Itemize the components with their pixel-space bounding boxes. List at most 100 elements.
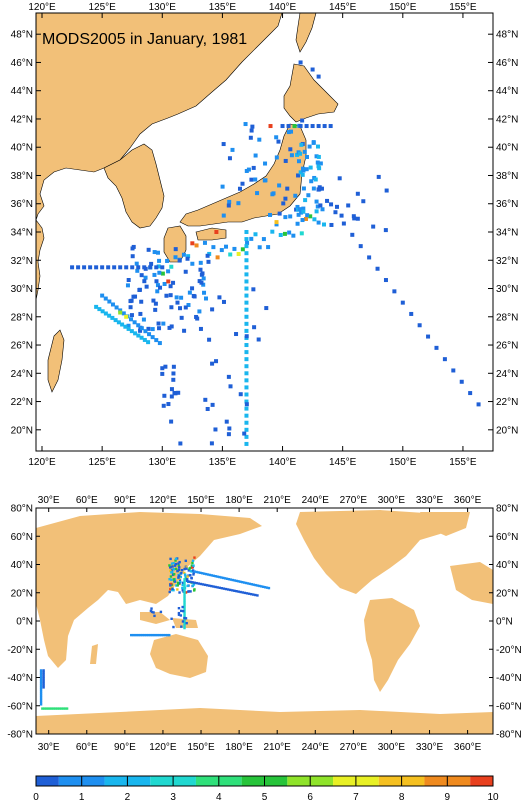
observation-cell	[155, 283, 160, 288]
observation-cell	[316, 74, 321, 79]
observation-cell	[166, 402, 171, 407]
observation-cell	[180, 625, 183, 628]
observation-cell	[173, 564, 177, 567]
observation-cell	[221, 142, 226, 147]
observation-cell	[234, 332, 239, 337]
observation-cell	[240, 247, 245, 252]
observation-cell	[173, 255, 178, 260]
observation-cell	[160, 265, 165, 270]
colorbar-label: 7	[353, 792, 359, 803]
observation-cell	[39, 684, 43, 687]
observation-cell	[130, 254, 135, 259]
observation-cell	[222, 587, 226, 590]
observation-cell	[150, 327, 155, 332]
observation-cell	[138, 311, 143, 316]
observation-cell	[176, 588, 179, 591]
observation-cell	[183, 626, 186, 630]
observation-cell	[190, 564, 193, 567]
observation-cell	[208, 573, 212, 577]
global-lon-label-top: 330°E	[416, 495, 444, 506]
observation-cell	[94, 265, 99, 270]
observation-cell	[244, 399, 249, 404]
observation-cell	[107, 313, 112, 318]
observation-cell	[244, 392, 249, 397]
observation-cell	[178, 560, 181, 564]
observation-cell	[141, 317, 146, 322]
observation-cell	[350, 232, 355, 237]
lat-label-left: 30°N	[11, 284, 33, 295]
colorbar-swatch	[218, 776, 242, 786]
observation-cell	[169, 394, 174, 399]
observation-cell	[352, 216, 357, 221]
observation-cell	[263, 161, 268, 166]
observation-cell	[376, 174, 381, 179]
observation-cell	[173, 580, 177, 583]
observation-cell	[341, 221, 346, 226]
global-lon-label-bottom: 330°E	[416, 742, 444, 753]
global-lat-label-right: -20°N	[496, 645, 522, 656]
colorbar-swatch	[424, 776, 448, 786]
observation-cell	[249, 177, 254, 182]
observation-cell	[296, 212, 301, 217]
observation-cell	[299, 142, 304, 147]
observation-cell	[313, 177, 318, 182]
observation-cell	[154, 633, 158, 637]
observation-cell	[334, 204, 339, 209]
observation-cell	[110, 302, 115, 307]
observation-cell	[283, 215, 288, 220]
lat-label-right: 42°N	[496, 114, 518, 125]
observation-cell	[300, 172, 305, 177]
observation-cell	[164, 293, 169, 298]
observation-cell	[112, 265, 117, 270]
observation-cell	[153, 614, 156, 618]
observation-cell	[297, 207, 302, 212]
lon-label-bottom: 135°E	[209, 457, 237, 468]
global-lat-label-right: -60°N	[496, 701, 522, 712]
observation-cell	[129, 317, 134, 322]
observation-cell	[371, 224, 376, 229]
observation-cell	[417, 323, 422, 328]
lat-label-left: 20°N	[11, 425, 33, 436]
global-map-ticks: 30°E 30°E 60°E 60°E 90°E 90°E 120°E 120°E 150°E 1…	[7, 495, 521, 753]
observation-cell	[288, 214, 293, 219]
observation-cell	[220, 587, 224, 590]
observation-cell	[244, 406, 249, 411]
observation-cell	[177, 611, 181, 615]
observation-cell	[177, 576, 180, 579]
observation-cell	[100, 309, 105, 314]
observation-cell	[174, 559, 177, 562]
global-lat-label-right: -80°N	[496, 730, 522, 741]
observation-cell	[126, 326, 131, 331]
observation-cell	[156, 264, 161, 269]
observation-cell	[243, 122, 248, 127]
observation-cell	[191, 569, 195, 572]
observation-cell	[299, 210, 304, 215]
observation-cell	[110, 315, 115, 320]
observation-cell	[170, 588, 174, 592]
observation-cell	[241, 591, 244, 594]
colorbar-label: 6	[307, 792, 313, 803]
observation-cell	[355, 216, 360, 221]
observation-cell	[168, 590, 171, 594]
observation-cell	[244, 371, 249, 376]
observation-cell	[208, 584, 211, 587]
observation-cell	[244, 334, 249, 339]
global-lon-label-bottom: 240°E	[302, 742, 330, 753]
observation-cell	[171, 280, 176, 285]
observation-cell	[149, 609, 153, 613]
observation-cell	[164, 633, 167, 637]
observation-cell	[184, 575, 188, 579]
observation-cell	[147, 633, 150, 637]
observation-cell	[355, 191, 360, 196]
observation-cell	[88, 265, 93, 270]
observation-cell	[159, 610, 163, 614]
observation-cell	[147, 332, 152, 337]
observation-cell	[251, 287, 256, 292]
observation-cell	[207, 337, 212, 342]
observation-cell	[468, 391, 473, 396]
observation-cell	[126, 323, 131, 328]
lat-label-left: 34°N	[11, 228, 33, 239]
observation-cell	[183, 601, 186, 604]
observation-cell	[242, 431, 247, 436]
observation-cell	[168, 293, 173, 298]
